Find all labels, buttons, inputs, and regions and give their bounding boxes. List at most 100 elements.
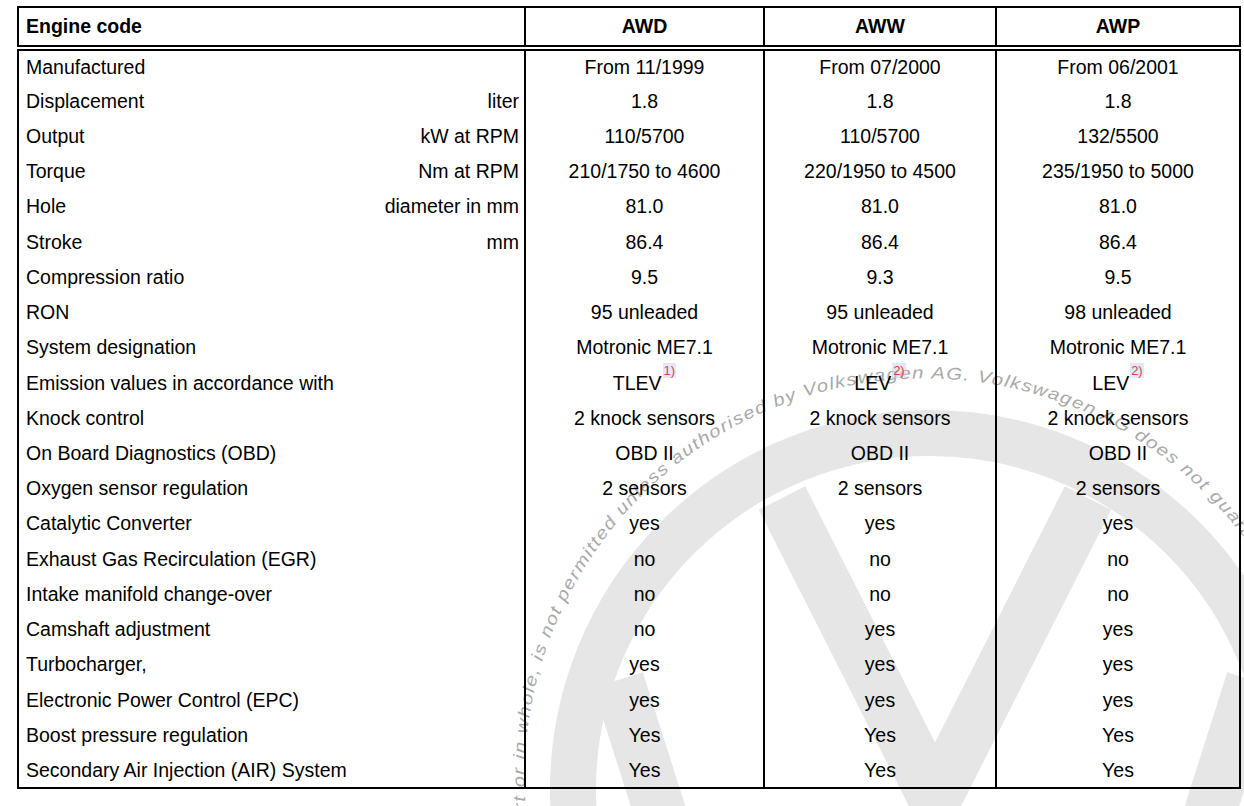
row-label: System designation — [26, 336, 196, 358]
row-label: Hole — [26, 195, 66, 217]
table-row: Holediameter in mm81.081.081.0 — [18, 189, 1240, 224]
header-col-aww: AWW — [764, 7, 996, 48]
spec-value: Motronic ME7.1 — [576, 336, 713, 358]
row-label-cell: System designation — [18, 330, 525, 365]
spec-value-cell: yes — [525, 647, 764, 682]
spec-value-cell: yes — [525, 506, 764, 541]
header-row: Engine code AWD AWW AWP — [18, 7, 1240, 48]
spec-value: yes — [629, 689, 659, 711]
spec-value: 1.8 — [1104, 90, 1131, 112]
spec-value-cell: 81.0 — [996, 189, 1240, 224]
row-label-cell: RON — [18, 295, 525, 330]
spec-value-cell: 95 unleaded — [764, 295, 996, 330]
spec-value: 81.0 — [626, 195, 664, 217]
spec-value-cell: 95 unleaded — [525, 295, 764, 330]
spec-value-cell: OBD II — [996, 436, 1240, 471]
spec-value: yes — [1103, 618, 1133, 640]
spec-value-cell: 86.4 — [764, 224, 996, 259]
spec-value-cell: yes — [764, 612, 996, 647]
spec-value: yes — [629, 653, 659, 675]
spec-value-cell: Yes — [525, 717, 764, 752]
spec-value-cell: From 06/2001 — [996, 48, 1240, 83]
spec-value: yes — [865, 618, 895, 640]
spec-value: 1.8 — [866, 90, 893, 112]
header-col-awp: AWP — [996, 7, 1240, 48]
table-row: Catalytic Converteryesyesyes — [18, 506, 1240, 541]
spec-value-cell: yes — [764, 682, 996, 717]
spec-value: yes — [865, 653, 895, 675]
spec-value-cell: no — [996, 577, 1240, 612]
row-label-cell: Camshaft adjustment — [18, 612, 525, 647]
spec-value-cell: Motronic ME7.1 — [764, 330, 996, 365]
spec-value-cell: yes — [525, 682, 764, 717]
spec-value: 86.4 — [626, 231, 664, 253]
table-row: Displacementliter1.81.81.8 — [18, 83, 1240, 118]
row-label-cell: Electronic Power Control (EPC) — [18, 682, 525, 717]
row-label-cell: Boost pressure regulation — [18, 717, 525, 752]
row-label: Manufactured — [26, 56, 145, 78]
spec-value: yes — [1103, 689, 1133, 711]
spec-value-cell: OBD II — [764, 436, 996, 471]
spec-value-cell: Yes — [996, 753, 1240, 788]
row-label: Oxygen sensor regulation — [26, 477, 248, 499]
spec-value: 220/1950 to 4500 — [804, 160, 956, 182]
spec-value: Yes — [629, 724, 661, 746]
spec-value: no — [634, 618, 656, 640]
spec-value-cell: 132/5500 — [996, 118, 1240, 153]
spec-value-cell: 86.4 — [996, 224, 1240, 259]
spec-value-cell: Motronic ME7.1 — [996, 330, 1240, 365]
spec-value-cell: 2 knock sensors — [525, 400, 764, 435]
spec-value-cell: 2 sensors — [764, 471, 996, 506]
table-row: Electronic Power Control (EPC) yes yes yes — [18, 682, 1240, 717]
spec-value-cell: OBD II — [525, 436, 764, 471]
spec-value-cell: 2 sensors — [525, 471, 764, 506]
spec-table-body: ManufacturedFrom 11/1999From 07/2000From… — [18, 48, 1240, 788]
row-label: Compression ratio — [26, 266, 184, 288]
spec-value-cell: 1.8 — [996, 83, 1240, 118]
spec-value-cell: Yes — [996, 717, 1240, 752]
spec-value-cell: 9.5 — [525, 259, 764, 294]
row-unit: diameter in mm — [385, 195, 519, 217]
spec-value: Motronic ME7.1 — [812, 336, 949, 358]
table-row: Intake manifold change-overnonono — [18, 577, 1240, 612]
row-label-cell: Emission values in accordance with — [18, 365, 525, 400]
row-label-cell: Oxygen sensor regulation — [18, 471, 525, 506]
spec-value: From 07/2000 — [819, 56, 940, 78]
row-label-cell: OutputkW at RPM — [18, 118, 525, 153]
spec-value-cell: no — [764, 541, 996, 576]
row-label: Catalytic Converter — [26, 512, 192, 534]
spec-value-cell: 2 knock sensors — [764, 400, 996, 435]
row-label: Secondary Air Injection (AIR) System — [26, 759, 347, 781]
row-unit: mm — [487, 231, 520, 253]
spec-value-cell: no — [764, 577, 996, 612]
table-row: System designation Motronic ME7.1 Motronic… — [18, 330, 1240, 365]
spec-value-cell: yes — [996, 647, 1240, 682]
spec-value: Yes — [629, 759, 661, 781]
row-label-cell: Secondary Air Injection (AIR) System — [18, 753, 525, 788]
spec-value: 2 knock sensors — [810, 407, 951, 429]
spec-value-cell: no — [525, 541, 764, 576]
spec-value: Yes — [1102, 724, 1134, 746]
footnote-ref: 2) — [892, 363, 906, 378]
table-row: Emission values in accordance withTLEV1)… — [18, 365, 1240, 400]
spec-value: 110/5700 — [840, 125, 920, 147]
row-label-cell: Hole diameter in mm — [18, 189, 525, 224]
row-label-cell: Catalytic Converter — [18, 506, 525, 541]
table-row: OutputkW at RPM110/5700110/5700132/5500 — [18, 118, 1240, 153]
table-row: Turbocharger,yesyesyes — [18, 647, 1240, 682]
spec-value-cell: yes — [764, 506, 996, 541]
spec-value: yes — [1103, 653, 1133, 675]
spec-value: 95 unleaded — [826, 301, 933, 323]
row-label-cell: Knock control — [18, 400, 525, 435]
spec-value: TLEV — [613, 372, 662, 394]
row-label: Torque — [26, 160, 86, 182]
row-label: Exhaust Gas Recirculation (EGR) — [26, 548, 316, 570]
row-label-cell: Compression ratio — [18, 259, 525, 294]
row-label: Emission values in accordance with — [26, 372, 334, 394]
table-row: Boost pressure regulationYesYesYes — [18, 717, 1240, 752]
spec-value-cell: 220/1950 to 4500 — [764, 154, 996, 189]
spec-value-cell: no — [525, 612, 764, 647]
engine-spec-table: Engine code AWD AWW AWP ManufacturedFrom… — [17, 6, 1241, 789]
spec-value: no — [634, 583, 656, 605]
spec-value: 1.8 — [631, 90, 658, 112]
